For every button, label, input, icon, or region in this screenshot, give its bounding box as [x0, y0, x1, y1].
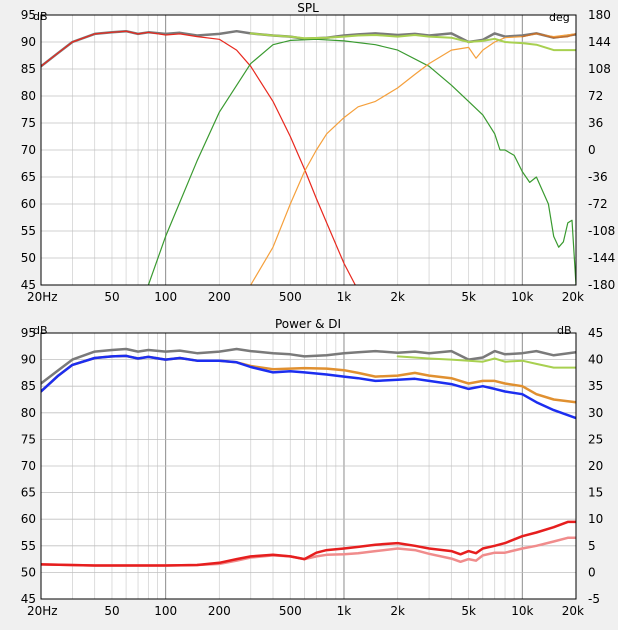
y-tick-label: 70	[21, 143, 36, 157]
y-right-tick-label: -144	[588, 251, 615, 265]
x-tick-label: 2k	[390, 604, 405, 618]
series-line-1	[41, 30, 356, 285]
y-right-tick-label: -5	[588, 592, 600, 606]
y-right-tick-label: 144	[588, 35, 611, 49]
y-right-tick-label: 0	[588, 143, 596, 157]
x-tick-label: 20Hz	[27, 604, 58, 618]
y-right-tick-label: 108	[588, 62, 611, 76]
x-tick-label: 50	[104, 604, 119, 618]
series-line-3	[250, 33, 576, 285]
y-right-tick-label: 10	[588, 512, 603, 526]
y-tick-label: 45	[21, 592, 36, 606]
y-tick-label: 85	[21, 62, 36, 76]
x-tick-label: 200	[208, 290, 231, 304]
x-tick-label: 50	[104, 290, 119, 304]
x-tick-label: 5k	[461, 290, 476, 304]
power-di-chart: Power & DI dB dB 4550556065707580859095 …	[0, 310, 618, 630]
y-tick-label: 90	[21, 353, 36, 367]
y-right-tick-label: -180	[588, 278, 615, 292]
power-di-right-unit: dB	[557, 324, 572, 337]
power-di-left-unit: dB	[33, 324, 48, 337]
y-tick-label: 60	[21, 197, 36, 211]
spl-title: SPL	[297, 1, 319, 15]
x-tick-label: 1k	[337, 604, 352, 618]
x-tick-label: 1k	[337, 290, 352, 304]
y-tick-label: 55	[21, 539, 36, 553]
y-right-tick-label: 72	[588, 89, 603, 103]
y-right-tick-label: 30	[588, 406, 603, 420]
y-tick-label: 90	[21, 35, 36, 49]
y-right-tick-label: 25	[588, 432, 603, 446]
x-tick-label: 500	[279, 290, 302, 304]
y-tick-label: 80	[21, 406, 36, 420]
x-tick-label: 200	[208, 604, 231, 618]
y-right-tick-label: 5	[588, 539, 596, 553]
spl-x-ticks: 20Hz 50 100 200 500 1k 2k 5k 10k 20k	[27, 290, 584, 304]
y-right-tick-label: -108	[588, 224, 615, 238]
x-tick-label: 10k	[511, 290, 533, 304]
y-tick-label: 75	[21, 432, 36, 446]
series-line-4	[249, 32, 576, 52]
y-tick-label: 95	[21, 8, 36, 22]
series-line-5	[521, 32, 576, 39]
power-di-left-ticks: 45 50 55 60 65 70 75 80 85 90 95	[21, 326, 36, 606]
series-line-2	[147, 38, 576, 285]
y-right-tick-label: 45	[588, 326, 603, 340]
y-tick-label: 50	[21, 565, 36, 579]
spl-grid	[41, 14, 576, 286]
y-tick-label: 50	[21, 251, 36, 265]
y-tick-label: 75	[21, 116, 36, 130]
spl-left-unit: dB	[33, 10, 48, 23]
series-line-0	[41, 347, 576, 385]
series-line-3	[41, 354, 576, 420]
y-tick-label: 85	[21, 379, 36, 393]
y-tick-label: 55	[21, 224, 36, 238]
y-right-tick-label: 40	[588, 353, 603, 367]
y-tick-label: 80	[21, 89, 36, 103]
x-tick-label: 5k	[461, 604, 476, 618]
y-tick-label: 65	[21, 170, 36, 184]
y-right-tick-label: 0	[588, 565, 596, 579]
x-tick-label: 100	[154, 604, 177, 618]
y-right-tick-label: 35	[588, 379, 603, 393]
power-di-x-ticks: 20Hz 50 100 200 500 1k 2k 5k 10k 20k	[27, 604, 584, 618]
y-right-tick-label: -36	[588, 170, 608, 184]
y-right-tick-label: 36	[588, 116, 603, 130]
power-di-title: Power & DI	[275, 317, 341, 331]
y-tick-label: 60	[21, 512, 36, 526]
y-right-tick-label: 20	[588, 459, 603, 473]
spl-left-ticks: 45 50 55 60 65 70 75 80 85 90 95	[21, 8, 36, 292]
x-tick-label: 2k	[390, 290, 405, 304]
power-di-right-ticks: -5 0 5 10 15 20 25 30 35 40 45	[588, 326, 603, 606]
x-tick-label: 20k	[562, 290, 584, 304]
power-di-curves	[41, 347, 576, 567]
y-right-tick-label: 15	[588, 486, 603, 500]
x-tick-label: 20Hz	[27, 290, 58, 304]
series-line-5	[41, 520, 576, 567]
spl-curves	[41, 29, 576, 285]
y-tick-label: 45	[21, 278, 36, 292]
spl-right-ticks: -180 -144 -108 -72 -36 0 36 72 108 144 180	[588, 8, 615, 292]
x-tick-label: 20k	[562, 604, 584, 618]
x-tick-label: 10k	[511, 604, 533, 618]
series-line-1	[396, 355, 576, 369]
y-tick-label: 95	[21, 326, 36, 340]
x-tick-label: 500	[279, 604, 302, 618]
y-tick-label: 70	[21, 459, 36, 473]
spl-right-unit: deg	[549, 11, 570, 24]
x-tick-label: 100	[154, 290, 177, 304]
y-tick-label: 65	[21, 486, 36, 500]
y-right-tick-label: 180	[588, 8, 611, 22]
y-right-tick-label: -72	[588, 197, 608, 211]
